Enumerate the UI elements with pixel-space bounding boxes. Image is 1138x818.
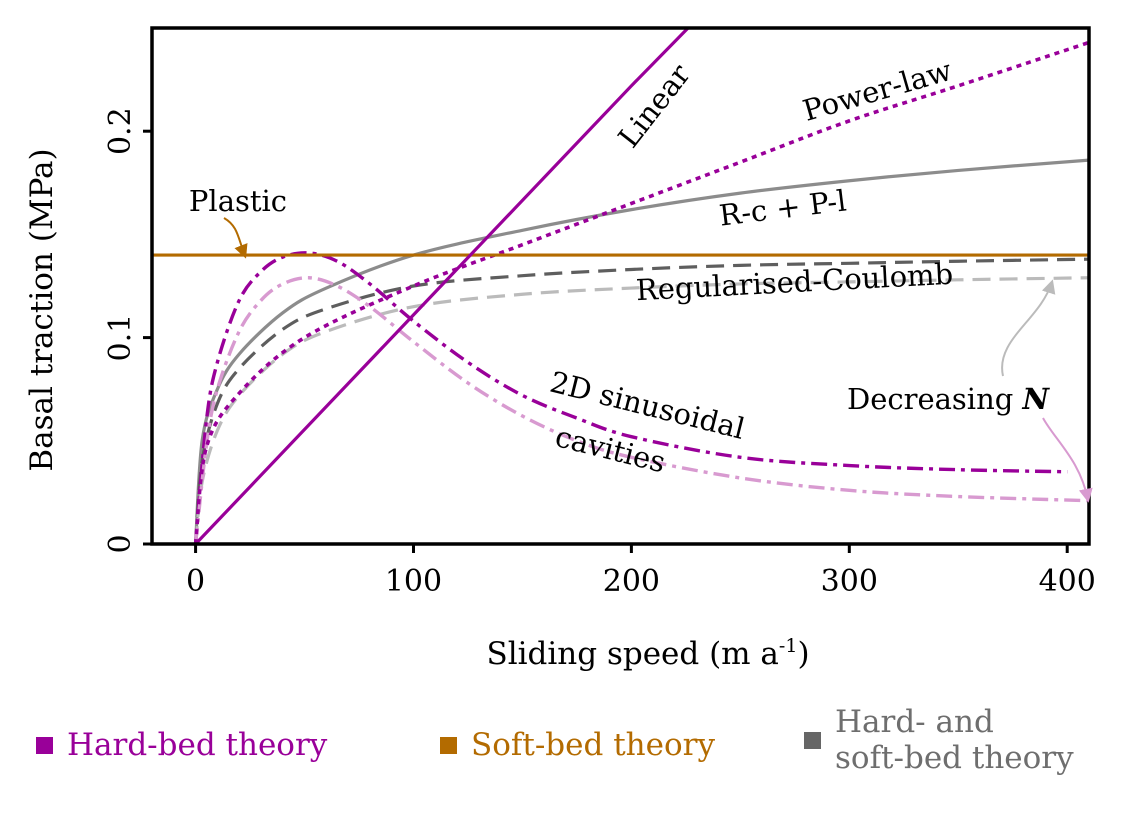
annotation-plastic: Plastic [189, 184, 287, 218]
legend-label-hybrid-line1: Hard- and [835, 704, 994, 740]
series-regularised-coulomb-low-n [193, 276, 1089, 544]
series-power-law [193, 40, 1089, 544]
legend-label-hybrid-line2: soft-bed theory [835, 739, 1074, 776]
legend-label-hybrid: Hard- and soft-bed theory [835, 704, 1074, 776]
annotation-linear: Linear [611, 58, 697, 154]
x-tick-label: 0 [186, 564, 205, 599]
plot-frame [150, 26, 1091, 546]
y-axis-title: Basal traction (MPa) [24, 148, 60, 471]
legend-item-hard-bed: Hard-bed theory [36, 727, 328, 764]
annotation-decreasing-n: Decreasing N [847, 382, 1051, 416]
x-tick-label: 400 [1039, 564, 1096, 599]
y-tick-label: 0.1 [103, 314, 138, 362]
annotation-power-law: Power-law [799, 53, 955, 128]
series-layer [152, 28, 1089, 544]
plastic-arrow [223, 217, 248, 259]
decreasing-n-arrow-grey [1001, 279, 1056, 377]
legend-swatch-hybrid [804, 732, 821, 750]
ticks-layer: 0 100 200 300 400 0 0.1 0.2 [103, 107, 1096, 599]
chart: 0 100 200 300 400 0 0.1 0.2 Sliding speed (m a-… [24, 26, 1096, 672]
series-2d-sinusoidal-cavities-low-n [193, 276, 1089, 544]
legend-swatch-soft-bed [440, 737, 457, 755]
y-tick-label: 0.2 [103, 107, 138, 155]
decreasing-n-arrow-pink [1042, 417, 1093, 503]
series-r-c-p-l [193, 158, 1089, 544]
y-tick-label: 0 [103, 534, 138, 553]
x-axis-title-sup: -1 [779, 635, 798, 657]
x-tick-label: 200 [603, 564, 660, 599]
series-linear [194, 28, 690, 544]
series-2d-sinusoidal-cavities-high-n [193, 251, 1068, 544]
annotation-rc-pl: R-c + P-l [717, 183, 848, 232]
legend-label-soft-bed: Soft-bed theory [471, 727, 715, 763]
x-tick-label: 300 [821, 564, 878, 599]
x-tick-label: 100 [385, 564, 442, 599]
annotation-regularised-coulomb: Regularised-Coulomb [635, 257, 954, 308]
legend: Hard-bed theory Soft-bed theory Hard- an… [36, 700, 1134, 810]
x-axis-title: Sliding speed (m a-1) [486, 635, 809, 672]
legend-item-hybrid: Hard- and soft-bed theory [804, 704, 1074, 776]
legend-item-soft-bed: Soft-bed theory [440, 727, 715, 764]
series-regularised-coulomb-high-n [193, 257, 1089, 544]
legend-label-hard-bed: Hard-bed theory [67, 727, 328, 763]
legend-swatch-hard-bed [36, 737, 53, 755]
annotation-sinusoidal-line2: cavities [552, 419, 669, 479]
